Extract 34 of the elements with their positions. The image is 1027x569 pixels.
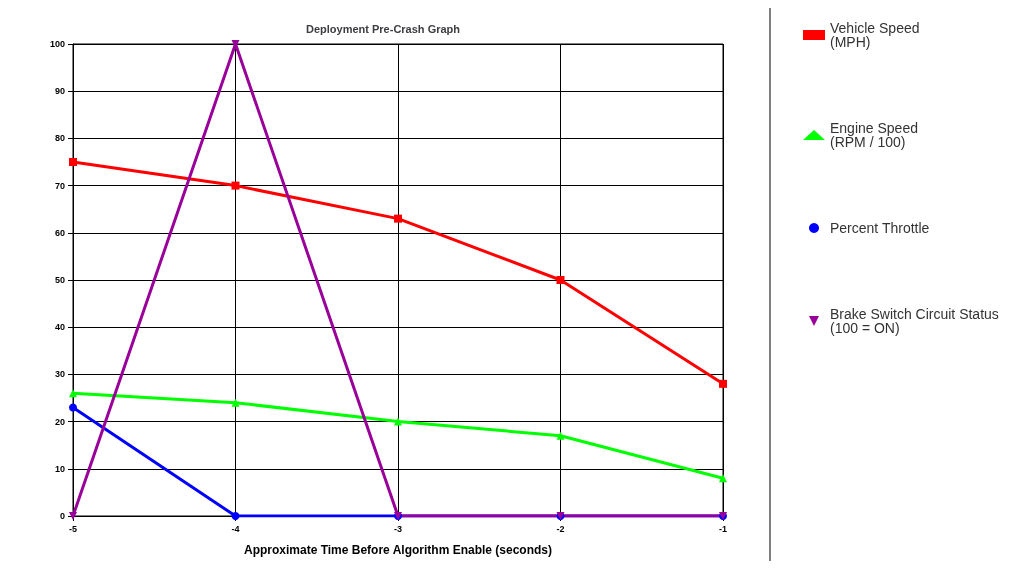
y-tick-label: 90 <box>54 86 65 97</box>
y-tick-label: 30 <box>54 369 65 380</box>
point <box>556 431 565 440</box>
y-tick-label: 20 <box>54 416 65 427</box>
point <box>231 181 240 190</box>
legend-label: Engine Speed (RPM / 100) <box>830 120 918 150</box>
point <box>69 389 77 398</box>
point <box>719 379 727 388</box>
x-tick-label: -5 <box>68 523 78 534</box>
point <box>719 474 727 483</box>
point <box>69 158 77 166</box>
legend-label: Vehicle Speed (MPH) <box>830 20 920 50</box>
y-tick-label: 40 <box>54 322 65 333</box>
y-tick-label: 100 <box>49 39 65 49</box>
point <box>69 403 77 412</box>
y-tick-label: 0 <box>59 511 65 521</box>
legend-label: Brake Switch Circuit Status (100 = ON) <box>830 306 999 336</box>
x-tick-label: -3 <box>393 523 403 534</box>
y-tick-label: 70 <box>54 180 65 191</box>
x-tick-label: -4 <box>231 523 240 534</box>
point <box>231 398 240 407</box>
point <box>394 417 402 426</box>
chart-title: Deployment Pre-Crash Graph <box>305 22 461 35</box>
legend-label: Percent Throttle <box>830 220 930 236</box>
x-tick-label: -1 <box>718 523 728 534</box>
y-tick-label: 80 <box>54 133 65 144</box>
point <box>394 214 402 223</box>
y-tick-label: 50 <box>54 275 65 285</box>
y-tick-label: 60 <box>54 227 65 238</box>
point <box>231 512 240 520</box>
x-tick-label: -2 <box>556 523 565 534</box>
y-tick-label: 10 <box>54 463 65 474</box>
x-axis-title: Approximate Time Before Algorithm Enable (seconds) <box>243 543 553 557</box>
point <box>556 276 565 284</box>
